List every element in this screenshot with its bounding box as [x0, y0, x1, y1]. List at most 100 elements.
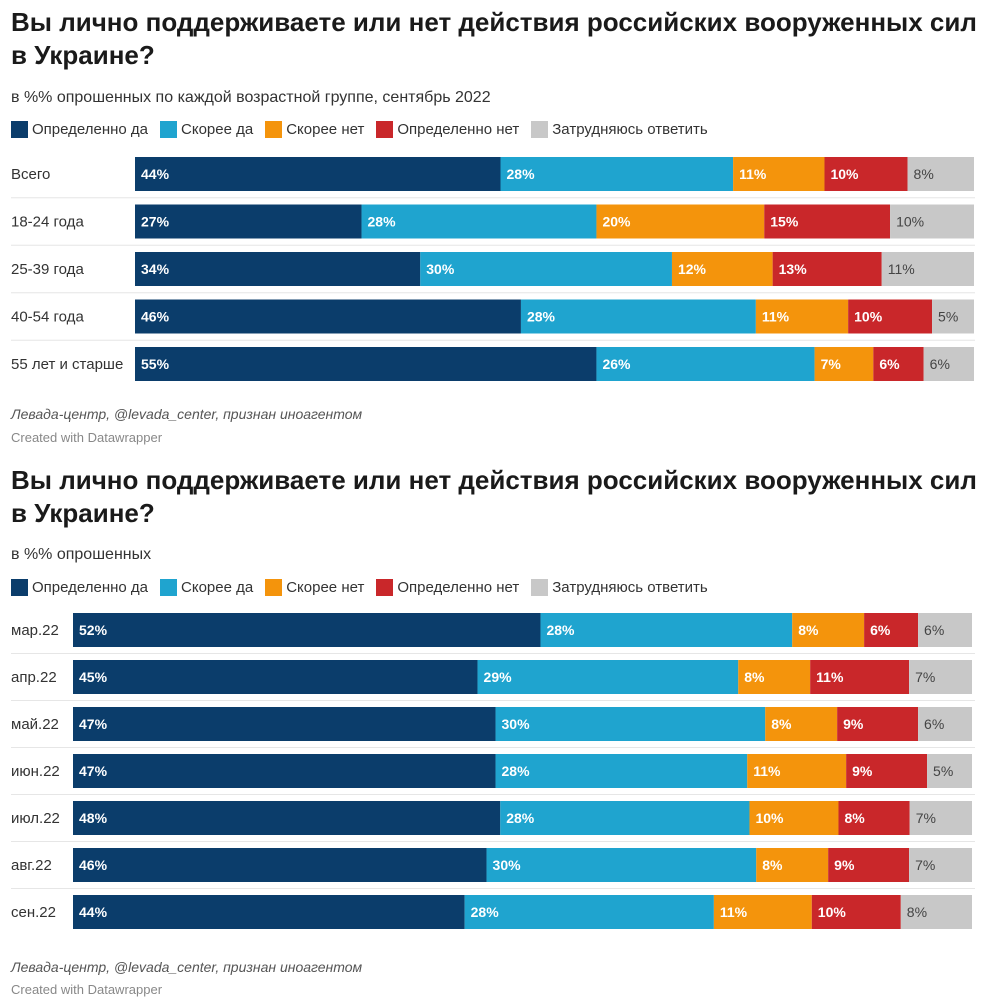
segment-hard-to-say: [909, 660, 972, 694]
row-label: апр.22: [11, 669, 57, 686]
segment-definitely-no: [846, 754, 928, 788]
segment-definitely-no: [810, 660, 910, 694]
segment-rather-yes: [361, 204, 597, 239]
segment-rather-no: [765, 707, 838, 741]
data-label: 11%: [816, 669, 844, 685]
legend-swatch: [531, 579, 549, 596]
segment-hard-to-say: [927, 754, 972, 788]
segment-definitely-yes: [73, 660, 478, 694]
segment-rather-yes: [477, 660, 739, 694]
segment-rather-yes: [500, 801, 750, 835]
legend-label: Определенно да: [32, 121, 149, 138]
legend-swatch: [376, 579, 394, 596]
data-label: 8%: [771, 716, 792, 732]
data-label: 20%: [602, 214, 631, 230]
segment-rather-yes: [420, 252, 672, 286]
segment-definitely-yes: [135, 157, 501, 191]
data-label: 10%: [854, 309, 883, 325]
data-label: 7%: [821, 356, 842, 372]
row-label: июл.22: [11, 810, 60, 827]
segment-hard-to-say: [923, 347, 974, 381]
legend-item-hard-to-say: Затрудняюсь ответить: [531, 121, 708, 138]
row-label: 18-24 года: [11, 214, 84, 231]
segment-hard-to-say: [909, 848, 972, 882]
segment-definitely-no: [764, 204, 891, 239]
segment-rather-no: [749, 801, 839, 835]
data-label: 10%: [755, 810, 784, 826]
segment-rather-yes: [464, 895, 714, 929]
data-label: 28%: [368, 214, 397, 230]
segment-definitely-yes: [73, 801, 501, 835]
data-label: 47%: [79, 763, 108, 779]
segment-definitely-yes: [73, 848, 487, 882]
data-label: 27%: [141, 214, 170, 230]
row-label: мар.22: [11, 622, 59, 639]
legend-swatch: [531, 121, 549, 138]
data-label: 11%: [739, 166, 767, 182]
segment-definitely-yes: [135, 204, 362, 239]
legend-item-definitely-yes: Определенно да: [11, 579, 148, 596]
segment-rather-no: [596, 204, 765, 239]
data-label: 44%: [141, 166, 170, 182]
segment-hard-to-say: [890, 204, 974, 239]
segment-definitely-yes: [73, 754, 496, 788]
data-label: 45%: [79, 669, 108, 685]
row-label: 55 лет и старше: [11, 356, 123, 373]
data-label: 9%: [852, 763, 873, 779]
data-label: 55%: [141, 356, 170, 372]
segment-definitely-yes: [135, 252, 421, 286]
legend-label: Скорее да: [181, 121, 254, 138]
legend-label: Определенно да: [32, 579, 149, 596]
segment-rather-no: [738, 660, 811, 694]
data-label: 30%: [493, 857, 522, 873]
data-label: 15%: [770, 214, 799, 230]
segment-rather-no: [755, 299, 849, 334]
data-label: 9%: [834, 857, 855, 873]
data-label: 12%: [678, 261, 707, 277]
segment-rather-no: [733, 157, 825, 191]
legend-swatch: [160, 579, 178, 596]
data-label: 34%: [141, 261, 170, 277]
data-label: 28%: [527, 309, 556, 325]
chart-title: Вы лично поддерживаете или нет действия …: [11, 465, 977, 528]
segment-hard-to-say: [900, 895, 972, 929]
segment-rather-yes: [495, 707, 766, 741]
legend-item-hard-to-say: Затрудняюсь ответить: [531, 579, 708, 596]
legend-swatch: [11, 579, 28, 596]
data-label: 7%: [916, 810, 936, 826]
data-label: 10%: [896, 214, 924, 230]
legend-label: Затрудняюсь ответить: [552, 121, 708, 138]
chart-subtitle: в %% опрошенных по каждой возрастной гру…: [11, 89, 491, 106]
data-label: 6%: [930, 356, 950, 372]
row-label: май.22: [11, 716, 59, 733]
data-label: 8%: [744, 669, 765, 685]
segment-definitely-no: [838, 801, 910, 835]
data-label: 47%: [79, 716, 108, 732]
chart-source: Левада-центр, @levada_center, признан ин…: [11, 959, 363, 975]
segment-definitely-yes: [135, 299, 521, 334]
legend-label: Определенно нет: [397, 579, 520, 596]
chart-credit: Created with Datawrapper: [11, 982, 163, 997]
data-label: 8%: [798, 622, 819, 638]
legend-swatch: [160, 121, 178, 138]
segment-rather-yes: [596, 347, 815, 381]
legend-item-definitely-no: Определенно нет: [376, 121, 519, 138]
data-label: 9%: [843, 716, 864, 732]
chart-monthly: Вы лично поддерживаете или нет действия …: [0, 456, 983, 1000]
data-label: 8%: [907, 904, 927, 920]
segment-rather-no: [792, 613, 865, 647]
segment-hard-to-say: [907, 157, 974, 191]
legend-swatch: [265, 579, 283, 596]
row-label: Всего: [11, 166, 50, 183]
data-label: 28%: [502, 763, 531, 779]
segment-definitely-no: [772, 252, 882, 286]
data-label: 28%: [507, 166, 536, 182]
data-label: 11%: [753, 763, 781, 779]
data-label: 44%: [79, 904, 108, 920]
row-label: июн.22: [11, 763, 60, 780]
data-label: 7%: [915, 669, 935, 685]
segment-rather-no: [713, 895, 812, 929]
segment-definitely-no: [824, 157, 908, 191]
segment-hard-to-say: [932, 299, 974, 334]
segment-definitely-no: [848, 299, 933, 334]
